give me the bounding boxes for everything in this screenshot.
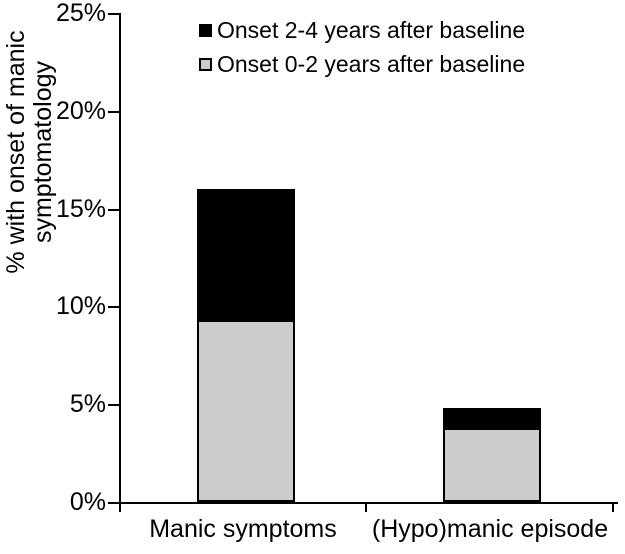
x-axis-line — [119, 502, 618, 504]
y-tick-label: 15% — [55, 194, 106, 223]
legend-label: Onset 2-4 years after baseline — [217, 16, 526, 43]
legend: Onset 2-4 years after baseline Onset 0-2… — [199, 13, 525, 81]
bar-segment — [197, 320, 296, 502]
plot-area — [120, 14, 613, 503]
y-tick — [108, 13, 120, 15]
y-tick — [108, 404, 120, 407]
legend-item: Onset 2-4 years after baseline — [199, 13, 525, 47]
legend-item: Onset 0-2 years after baseline — [199, 47, 525, 81]
legend-label: Onset 0-2 years after baseline — [217, 50, 526, 77]
category-label: (Hypo)manic episode — [371, 515, 609, 543]
y-tick-label: 5% — [69, 390, 106, 419]
y-tick-label: 0% — [69, 488, 106, 516]
y-tick — [108, 110, 120, 113]
y-axis-line — [119, 13, 121, 504]
y-tick — [108, 502, 120, 504]
bar-segment — [442, 427, 541, 502]
x-tick — [119, 503, 121, 512]
legend-swatch — [199, 23, 212, 37]
y-axis-title-line-1: % with onset of manic — [2, 30, 30, 274]
legend-swatch — [199, 57, 212, 71]
x-tick — [365, 503, 367, 512]
y-tick-label: 25% — [55, 0, 106, 27]
bar-segment — [197, 189, 296, 321]
y-tick-label: 10% — [55, 292, 106, 321]
bar — [442, 408, 541, 502]
y-tick-label: 20% — [55, 96, 106, 125]
y-axis-title: % with onset of manic symptomatology — [2, 30, 57, 274]
x-tick — [612, 503, 614, 512]
bar — [197, 189, 296, 502]
y-tick — [108, 208, 120, 211]
category-label: Manic symptoms — [149, 515, 337, 543]
y-axis-title-line-2: symptomatology — [29, 60, 57, 244]
y-tick — [108, 306, 120, 309]
bar-segment — [442, 408, 541, 428]
